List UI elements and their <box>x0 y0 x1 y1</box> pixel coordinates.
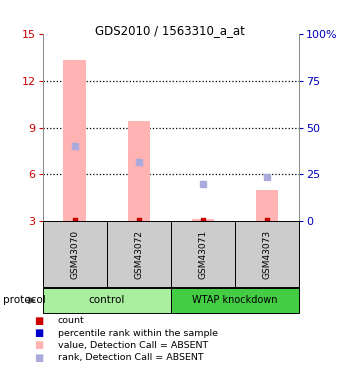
Bar <box>63 60 86 221</box>
Text: GSM43071: GSM43071 <box>199 230 207 279</box>
Text: ■: ■ <box>34 316 43 326</box>
Text: control: control <box>88 296 125 305</box>
Text: ■: ■ <box>34 340 43 350</box>
Text: count: count <box>58 316 85 325</box>
Text: ■: ■ <box>34 353 43 363</box>
Bar <box>107 221 171 287</box>
Bar <box>128 121 150 221</box>
Text: percentile rank within the sample: percentile rank within the sample <box>58 328 218 338</box>
Text: rank, Detection Call = ABSENT: rank, Detection Call = ABSENT <box>58 353 203 362</box>
Text: GSM43073: GSM43073 <box>262 230 272 279</box>
Text: value, Detection Call = ABSENT: value, Detection Call = ABSENT <box>58 341 208 350</box>
Text: GSM43072: GSM43072 <box>134 230 143 279</box>
Text: ■: ■ <box>34 328 43 338</box>
Text: WTAP knockdown: WTAP knockdown <box>192 296 278 305</box>
Text: protocol: protocol <box>3 296 46 305</box>
Bar <box>171 288 299 313</box>
Bar <box>42 288 171 313</box>
Bar <box>192 219 214 221</box>
Bar <box>235 221 299 287</box>
Text: GDS2010 / 1563310_a_at: GDS2010 / 1563310_a_at <box>95 24 245 38</box>
Bar <box>171 221 235 287</box>
Text: GSM43070: GSM43070 <box>70 230 79 279</box>
Bar <box>42 221 107 287</box>
Bar <box>256 190 278 221</box>
